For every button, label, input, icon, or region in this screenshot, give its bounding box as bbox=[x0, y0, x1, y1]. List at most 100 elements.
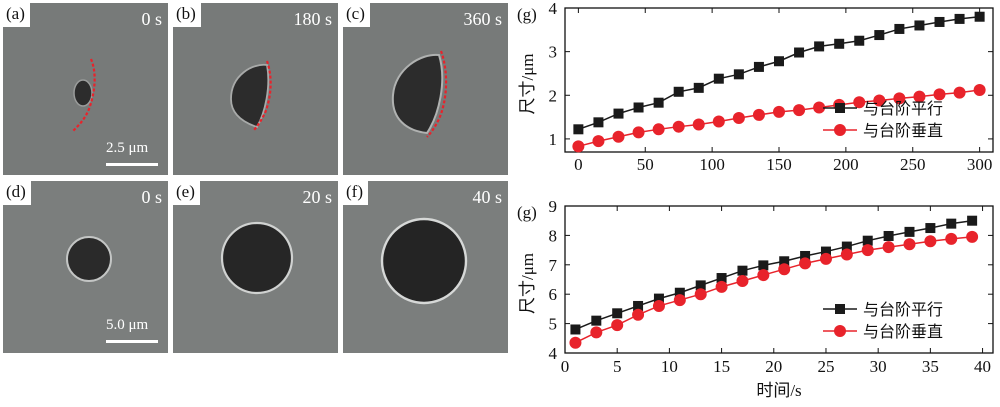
data-point-parallel bbox=[713, 73, 724, 84]
micrograph-f: (f) 40 s bbox=[343, 181, 508, 353]
panel-label-e: (e) bbox=[173, 181, 200, 205]
data-point-parallel bbox=[794, 47, 805, 58]
data-point-parallel bbox=[758, 260, 769, 271]
data-point-parallel bbox=[883, 230, 894, 241]
data-point-parallel bbox=[779, 256, 790, 267]
timestamp-a: 0 s bbox=[141, 9, 162, 29]
data-point-perpendicular bbox=[694, 288, 707, 301]
timestamp-c: 360 s bbox=[463, 9, 502, 29]
data-point-perpendicular bbox=[853, 96, 866, 109]
data-point-perpendicular bbox=[611, 319, 624, 332]
data-point-parallel bbox=[753, 61, 764, 72]
legend-marker-parallel bbox=[835, 304, 845, 314]
data-point-perpendicular bbox=[778, 263, 791, 276]
data-point-perpendicular bbox=[692, 118, 705, 131]
x-tick-label: 250 bbox=[900, 155, 926, 174]
y-axis-label: 尺寸/μm bbox=[518, 53, 537, 114]
x-axis-label: 时间/s bbox=[756, 381, 801, 400]
y-tick-label: 7 bbox=[549, 256, 558, 275]
data-point-parallel bbox=[693, 82, 704, 93]
legend-label: 与台阶垂直 bbox=[863, 323, 943, 341]
legend-marker-parallel bbox=[835, 103, 845, 113]
legend-label: 与台阶平行 bbox=[863, 301, 943, 319]
micrograph-a-image bbox=[3, 3, 168, 175]
x-tick-label: 40 bbox=[974, 357, 991, 376]
y-tick-label: 8 bbox=[549, 226, 558, 245]
data-point-perpendicular bbox=[736, 274, 749, 287]
data-point-perpendicular bbox=[652, 123, 665, 136]
data-point-parallel bbox=[974, 11, 985, 22]
x-tick-label: 15 bbox=[713, 357, 730, 376]
panel-label-d: (d) bbox=[3, 181, 31, 205]
plot-frame bbox=[564, 205, 994, 354]
data-point-perpendicular bbox=[612, 130, 625, 143]
timestamp-b: 180 s bbox=[293, 9, 332, 29]
data-point-parallel bbox=[673, 86, 684, 97]
data-point-perpendicular bbox=[924, 235, 937, 248]
micrograph-b-image bbox=[173, 3, 338, 175]
y-tick-label: 4 bbox=[549, 0, 558, 18]
micrograph-e-image bbox=[173, 181, 338, 353]
micrograph-e: (e) 20 s bbox=[173, 181, 338, 353]
timestamp-f: 40 s bbox=[472, 187, 502, 207]
scale-bar-1 bbox=[106, 163, 158, 166]
data-point-parallel bbox=[653, 293, 664, 304]
data-point-perpendicular bbox=[752, 108, 765, 121]
data-point-perpendicular bbox=[712, 115, 725, 128]
data-point-perpendicular bbox=[757, 269, 770, 282]
data-point-perpendicular bbox=[893, 92, 906, 105]
data-point-perpendicular bbox=[590, 326, 603, 339]
micrograph-c-image bbox=[343, 3, 508, 175]
data-point-perpendicular bbox=[672, 120, 685, 133]
data-point-parallel bbox=[904, 226, 915, 237]
data-point-perpendicular bbox=[632, 126, 645, 139]
x-tick-label: 30 bbox=[870, 357, 887, 376]
data-point-parallel bbox=[774, 56, 784, 67]
scale-bar-2-label: 5.0 μm bbox=[106, 317, 149, 333]
micrograph-c: (c) 360 s bbox=[343, 3, 508, 175]
y-tick-label: 4 bbox=[549, 344, 558, 363]
panel-label-g: (g) bbox=[517, 5, 537, 24]
data-point-parallel bbox=[800, 250, 811, 261]
legend-label: 与台阶平行 bbox=[863, 100, 943, 118]
data-point-parallel bbox=[573, 124, 584, 135]
data-point-perpendicular bbox=[715, 280, 728, 293]
legend-marker-perpendicular bbox=[834, 325, 846, 337]
data-point-parallel bbox=[820, 246, 831, 257]
data-point-perpendicular bbox=[572, 140, 585, 153]
y-tick-label: 9 bbox=[549, 200, 558, 216]
x-tick-label: 150 bbox=[766, 155, 792, 174]
data-point-parallel bbox=[593, 117, 604, 128]
data-point-parallel bbox=[612, 308, 623, 319]
data-point-parallel bbox=[914, 20, 925, 31]
data-point-perpendicular bbox=[652, 299, 665, 312]
y-tick-label: 3 bbox=[549, 43, 558, 62]
x-tick-label: 300 bbox=[967, 155, 993, 174]
legend-marker-perpendicular bbox=[834, 124, 846, 136]
panel-label-g: (g) bbox=[517, 203, 537, 222]
y-axis-label: 尺寸/μm bbox=[518, 253, 537, 314]
data-point-perpendicular bbox=[793, 104, 806, 117]
data-point-parallel bbox=[946, 218, 957, 229]
y-tick-label: 2 bbox=[549, 86, 558, 105]
data-point-perpendicular bbox=[799, 257, 812, 270]
data-point-perpendicular bbox=[913, 90, 926, 103]
data-point-parallel bbox=[862, 235, 873, 246]
data-point-parallel bbox=[841, 241, 852, 252]
x-tick-label: 50 bbox=[637, 155, 654, 174]
micrograph-f-image bbox=[343, 181, 508, 353]
data-point-perpendicular bbox=[882, 241, 895, 254]
scale-bar-1-label: 2.5 μm bbox=[106, 140, 149, 156]
data-point-perpendicular bbox=[840, 248, 853, 261]
x-tick-label: 10 bbox=[661, 357, 678, 376]
x-tick-label: 35 bbox=[922, 357, 939, 376]
panel-label-a: (a) bbox=[3, 3, 30, 27]
data-point-perpendicular bbox=[569, 336, 582, 349]
x-tick-label: 0 bbox=[574, 155, 583, 174]
data-point-perpendicular bbox=[673, 294, 686, 307]
micrograph-d: (d) 0 s 5.0 μm bbox=[3, 181, 168, 353]
data-point-perpendicular bbox=[813, 101, 826, 114]
data-point-perpendicular bbox=[953, 86, 966, 99]
data-point-perpendicular bbox=[873, 94, 886, 107]
